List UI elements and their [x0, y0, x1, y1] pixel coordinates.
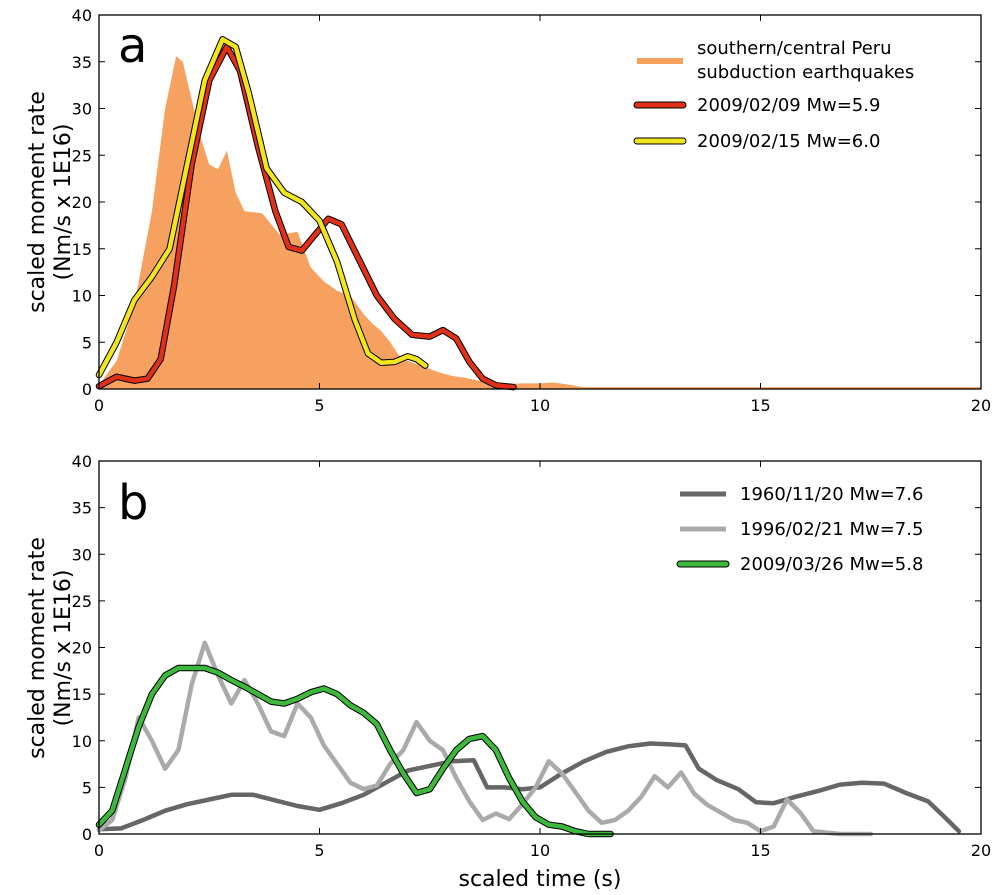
x-tick-label: 10 — [530, 396, 550, 415]
y-tick-label: 25 — [72, 146, 92, 165]
y-tick-label: 35 — [72, 53, 92, 72]
panel-b-ylabel-line1: scaled moment rate — [25, 537, 50, 759]
x-axis-title: scaled time (s) — [459, 867, 622, 892]
area-southern-central-peru — [99, 56, 981, 389]
y-tick-label: 5 — [82, 778, 92, 797]
legend-label-1996-02-21: 1996/02/21 Mw=7.5 — [740, 519, 923, 540]
panel-b-ticks: 0 5 10 15 20 0 5 10 15 20 25 30 35 40 — [72, 452, 992, 860]
panel-a-ticks: 0 5 10 15 20 0 5 10 15 20 25 30 35 40 — [72, 6, 992, 415]
y-tick-label: 10 — [72, 732, 92, 751]
y-tick-label: 30 — [72, 545, 92, 564]
line-1996-02-21-mw-7-5 — [96, 640, 874, 837]
y-tick-label: 0 — [82, 380, 92, 399]
x-tick-label: 20 — [971, 396, 991, 415]
panel-a-series-layer — [95, 36, 981, 391]
x-tick-label: 15 — [750, 841, 770, 860]
panel-b-ylabel-line2: (Nm/s x 1E16) — [51, 570, 76, 727]
line-1960-11-20-mw-7-6 — [96, 741, 962, 834]
legend-label-2009-02-09: 2009/02/09 Mw=5.9 — [697, 95, 880, 116]
x-tick-label: 20 — [971, 841, 991, 860]
panel-a-chart: 0 5 10 15 20 0 5 10 15 20 25 30 35 40 a scaled moment… — [25, 6, 991, 415]
y-tick-label: 25 — [72, 592, 92, 611]
y-tick-label: 5 — [82, 333, 92, 352]
panel-a-label: a — [118, 18, 147, 74]
y-tick-label: 30 — [72, 100, 92, 119]
x-tick-label: 10 — [530, 841, 550, 860]
line-2009-03-26-mw-5-8 — [96, 665, 613, 837]
x-tick-label: 5 — [314, 396, 324, 415]
x-tick-label: 15 — [750, 396, 770, 415]
x-tick-label: 0 — [94, 841, 104, 860]
y-tick-label: 40 — [72, 452, 92, 471]
y-tick-label: 15 — [72, 685, 92, 704]
x-tick-label: 5 — [314, 841, 324, 860]
y-tick-label: 35 — [72, 499, 92, 518]
panel-b-series-layer — [95, 640, 962, 838]
panel-a-ylabel-line1: scaled moment rate — [25, 91, 50, 313]
y-tick-label: 20 — [72, 639, 92, 658]
panel-a-ylabel-line2: (Nm/s x 1E16) — [51, 124, 76, 281]
legend-label-peru-line1: southern/central Peru — [697, 38, 892, 59]
y-tick-label: 10 — [72, 287, 92, 306]
legend-label-2009-02-15: 2009/02/15 Mw=6.0 — [697, 131, 880, 152]
y-tick-label: 0 — [82, 825, 92, 844]
legend-label-2009-03-26: 2009/03/26 Mw=5.8 — [740, 554, 923, 575]
panel-b-label: b — [118, 475, 148, 531]
line-2009-02-15-mw-6-0 — [96, 37, 428, 378]
panel-b-chart: 0 5 10 15 20 0 5 10 15 20 25 30 35 40 b scaled moment… — [25, 452, 991, 860]
x-tick-label: 0 — [94, 396, 104, 415]
panel-b-legend: 1960/11/20 Mw=7.6 1996/02/21 Mw=7.5 2009… — [676, 484, 923, 575]
line-2009-02-09-mw-5-9 — [96, 44, 516, 390]
legend-label-1960-11-20: 1960/11/20 Mw=7.6 — [740, 484, 923, 505]
panel-a-legend: southern/central Peru subduction earthqu… — [633, 38, 914, 152]
y-tick-label: 40 — [72, 6, 92, 25]
legend-label-peru-line2: subduction earthquakes — [697, 62, 914, 83]
y-tick-label: 15 — [72, 240, 92, 259]
y-tick-label: 20 — [72, 193, 92, 212]
